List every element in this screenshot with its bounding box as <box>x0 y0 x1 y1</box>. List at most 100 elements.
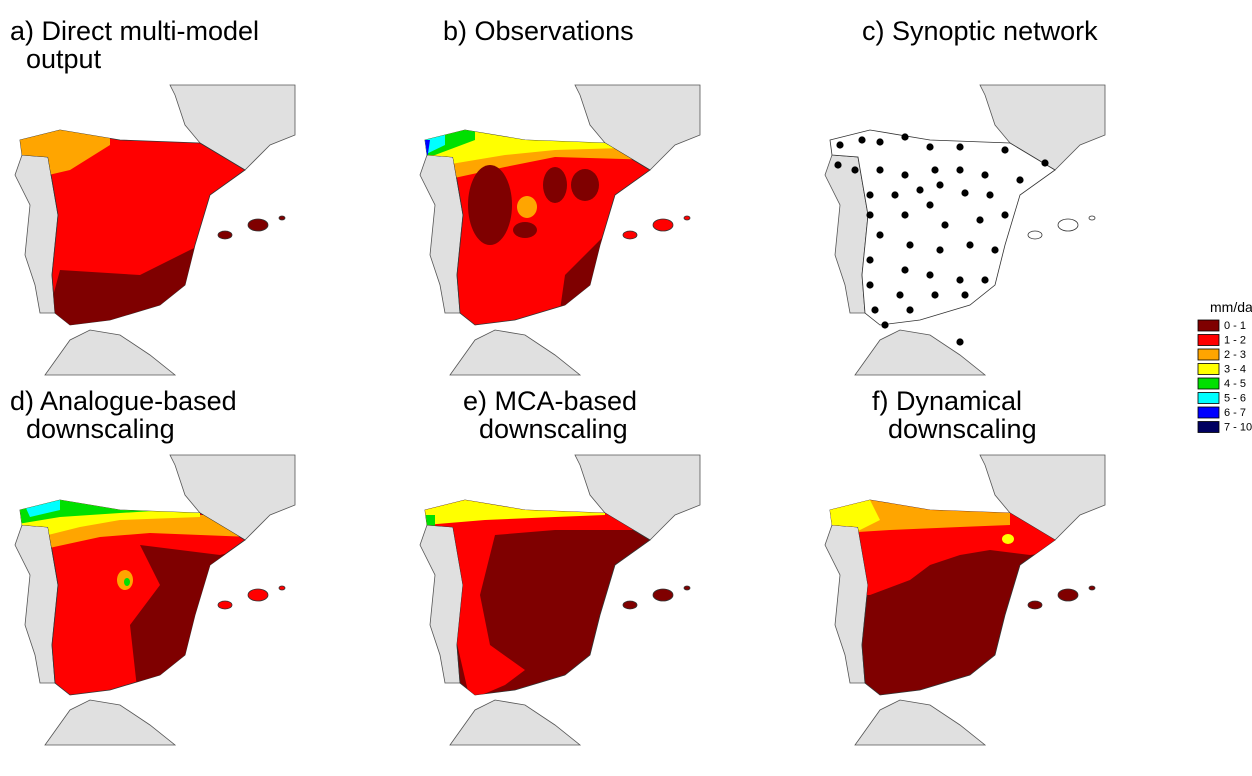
station <box>956 166 964 174</box>
station <box>906 241 914 249</box>
legend-swatch <box>1197 334 1220 346</box>
station <box>851 166 859 174</box>
station <box>866 256 874 264</box>
balearic-island <box>622 230 638 240</box>
station <box>876 166 884 174</box>
panel-title: downscaling <box>479 414 628 444</box>
station <box>881 321 889 329</box>
balearic-island <box>1027 230 1043 240</box>
panel-title: e) MCA-based <box>463 386 637 416</box>
precip-area <box>543 167 567 203</box>
map <box>419 454 701 746</box>
africa <box>449 699 582 746</box>
balearic-island <box>278 585 286 591</box>
legend-swatch <box>1197 363 1220 375</box>
africa <box>449 329 582 376</box>
legend-label: 6 - 7 <box>1224 407 1246 419</box>
station <box>866 281 874 289</box>
station <box>866 211 874 219</box>
station <box>876 231 884 239</box>
panel-title: output <box>26 44 102 74</box>
station <box>961 189 969 197</box>
station <box>956 338 964 346</box>
station <box>891 191 899 199</box>
station <box>956 276 964 284</box>
station <box>961 291 969 299</box>
africa <box>44 329 177 376</box>
station <box>926 201 934 209</box>
legend-swatch <box>1197 377 1220 390</box>
station <box>866 191 874 199</box>
station <box>901 133 909 141</box>
balearic-island <box>1027 600 1043 610</box>
precip-area <box>513 222 537 238</box>
station <box>931 166 939 174</box>
legend-label: 3 - 4 <box>1224 363 1246 375</box>
station <box>901 211 909 219</box>
balearic-island <box>247 218 269 232</box>
panel-title: d) Analogue-based <box>10 386 237 416</box>
panel-title: b) Observations <box>443 16 634 46</box>
station <box>991 246 999 254</box>
station <box>896 291 904 299</box>
balearic-island <box>1088 585 1096 591</box>
station <box>916 186 924 194</box>
station <box>1001 146 1009 154</box>
legend-label: 1 - 2 <box>1224 334 1246 346</box>
station <box>906 306 914 314</box>
station <box>976 216 984 224</box>
balearic-island <box>247 588 269 602</box>
station <box>871 306 879 314</box>
legend-swatch <box>1197 392 1220 404</box>
balearic-island <box>217 230 233 240</box>
legend-swatch <box>1197 406 1220 419</box>
precip-area <box>425 500 650 695</box>
panel-title: downscaling <box>26 414 175 444</box>
legend-swatch <box>1197 421 1220 433</box>
precip-area <box>0 500 20 540</box>
balearic-island <box>683 585 691 591</box>
precip-area <box>468 165 512 245</box>
balearic-island <box>622 600 638 610</box>
station <box>858 136 866 144</box>
legend-label: 0 - 1 <box>1224 320 1246 332</box>
station <box>981 276 989 284</box>
station <box>836 141 844 149</box>
balearic-island <box>1057 588 1079 602</box>
precip-area <box>830 500 880 535</box>
station <box>941 221 949 229</box>
balearic-island <box>652 588 674 602</box>
precip-area <box>1002 534 1014 544</box>
station <box>1001 211 1009 219</box>
africa <box>44 699 177 746</box>
balearic-island <box>652 218 674 232</box>
legend-label: 7 - 10 <box>1224 421 1252 433</box>
legend-title: mm/day <box>1210 299 1252 315</box>
station <box>936 246 944 254</box>
africa <box>854 699 987 746</box>
map <box>419 84 701 376</box>
station <box>876 138 884 146</box>
africa <box>854 329 987 376</box>
station <box>986 191 994 199</box>
legend-label: 5 - 6 <box>1224 392 1246 404</box>
panel-title: f) Dynamical <box>872 386 1022 416</box>
map <box>824 84 1106 376</box>
legend-swatch <box>1197 348 1220 361</box>
legend-swatch <box>1197 319 1220 332</box>
station <box>926 143 934 151</box>
map <box>14 84 296 376</box>
station <box>931 291 939 299</box>
balearic-island <box>217 600 233 610</box>
station <box>956 143 964 151</box>
balearic-island <box>1057 218 1079 232</box>
station <box>1016 176 1024 184</box>
station <box>901 266 909 274</box>
station <box>926 271 934 279</box>
map <box>824 454 1106 746</box>
station <box>966 241 974 249</box>
map <box>0 454 296 746</box>
panel-title: c) Synoptic network <box>862 16 1098 46</box>
station <box>936 181 944 189</box>
